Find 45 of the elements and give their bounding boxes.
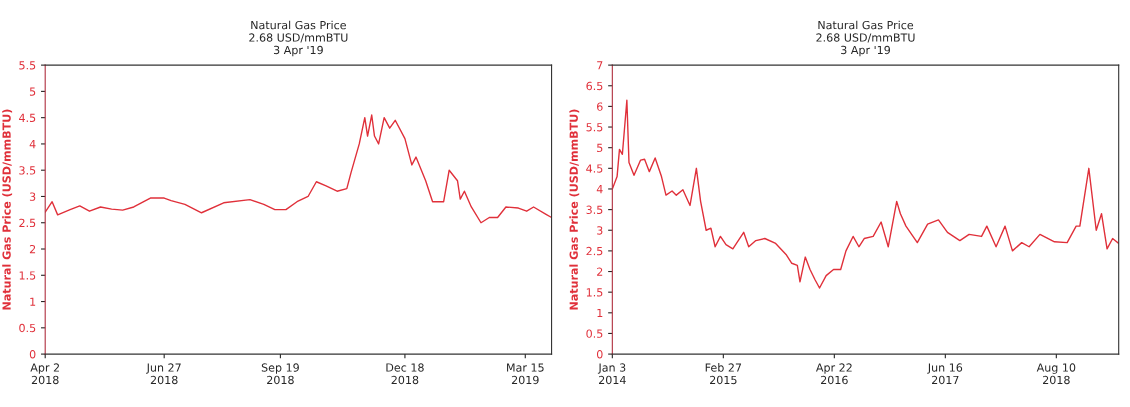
y-tick-label: 3.5	[586, 205, 603, 214]
y-axis-title: Natural Gas Price (USD/mmBTU)	[569, 109, 580, 310]
chart-subtitle: 2.68 USD/mmBTU 3 Apr '19	[249, 33, 348, 57]
y-tick-label: 4	[29, 140, 36, 149]
chart-subtitle: 2.68 USD/mmBTU 3 Apr '19	[816, 33, 915, 57]
y-tick-label: 4.5	[586, 164, 603, 173]
y-tick-label: 2	[29, 244, 36, 254]
y-tick-label: 3.5	[19, 166, 36, 175]
y-tick-label: 1.5	[19, 271, 36, 280]
y-axis-title: Natural Gas Price (USD/mmBTU)	[2, 109, 13, 310]
x-tick-label: Dec 18 2018	[386, 363, 424, 385]
chart-title: Natural Gas Price	[818, 20, 914, 30]
x-tick-label: Sep 19 2018	[261, 363, 299, 385]
y-tick-label: 5.5	[586, 123, 603, 132]
y-tick-label: 2	[597, 267, 603, 276]
y-tick-label: 5	[29, 87, 36, 96]
y-tick-label: 0.5	[586, 329, 603, 338]
x-tick-label: Aug 10 2018	[1036, 363, 1076, 385]
x-tick-label: Apr 2 2018	[30, 363, 59, 385]
y-tick-label: 6.5	[586, 81, 603, 91]
y-tick-label: 3	[29, 192, 36, 201]
y-tick-label: 1.5	[586, 288, 603, 297]
y-tick-label: 0	[29, 350, 36, 359]
y-tick-label: 5.5	[19, 61, 36, 70]
x-tick-label: Mar 15 2019	[507, 363, 544, 385]
x-tick-label: Jun 16 2017	[927, 363, 963, 385]
y-tick-label: 3	[597, 226, 603, 235]
y-tick-label: 0.5	[19, 323, 36, 333]
y-tick-label: 1	[30, 297, 36, 306]
y-tick-label: 5	[597, 143, 603, 153]
chart-title: Natural Gas Price	[251, 20, 346, 30]
x-tick-label: Jan 3 2014	[597, 363, 626, 385]
y-tick-label: 6	[597, 102, 603, 111]
y-tick-label: 2.5	[19, 218, 36, 228]
y-tick-label: 4	[596, 185, 603, 194]
line-series	[612, 99, 1119, 289]
y-tick-label: 1	[597, 308, 603, 318]
x-tick-label: Feb 27 2015	[705, 363, 742, 385]
y-tick-label: 4.5	[19, 113, 36, 123]
y-tick-label: 0	[596, 350, 603, 359]
y-tick-label: 7	[597, 61, 603, 70]
line-series	[45, 114, 552, 224]
x-tick-label: Apr 22 2016	[815, 363, 852, 385]
y-tick-label: 2.5	[586, 246, 603, 256]
x-tick-label: Jun 27 2018	[146, 363, 181, 385]
